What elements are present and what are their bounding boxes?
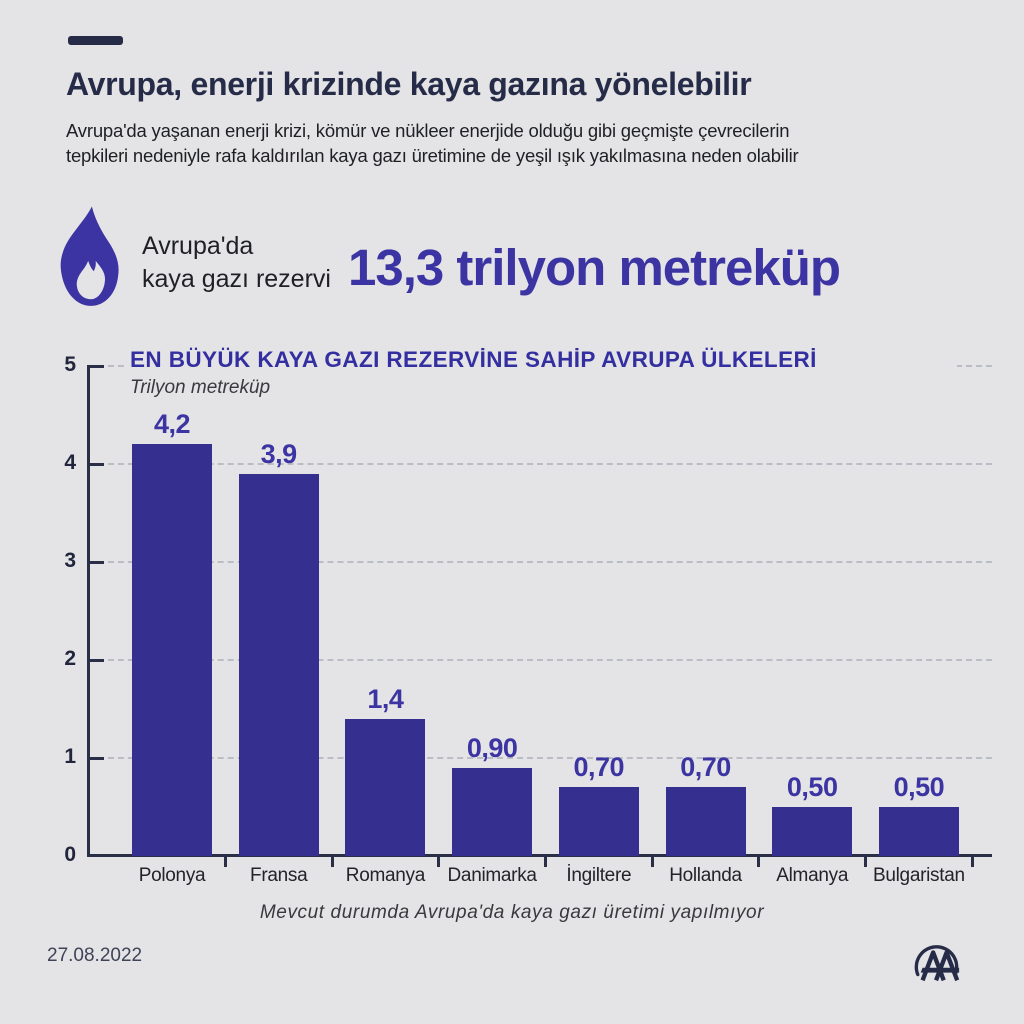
x-axis-tick bbox=[757, 856, 761, 867]
chart-footnote: Mevcut durumda Avrupa'da kaya gazı üreti… bbox=[259, 902, 765, 923]
bar bbox=[452, 768, 533, 856]
y-axis-tick bbox=[88, 365, 104, 368]
x-axis-tick bbox=[970, 856, 974, 867]
y-tick-label: 5 bbox=[64, 353, 76, 376]
y-axis-tick bbox=[88, 561, 104, 564]
accent-bar bbox=[68, 36, 123, 45]
y-axis-tick bbox=[88, 463, 104, 466]
page-subtitle: Avrupa'da yaşanan enerji krizi, kömür ve… bbox=[66, 118, 799, 168]
chart-title: EN BÜYÜK KAYA GAZI REZERVİNE SAHİP AVRUP… bbox=[126, 344, 957, 376]
category-label: Romanya bbox=[345, 865, 426, 886]
y-tick-label: 1 bbox=[64, 745, 76, 768]
gridline bbox=[88, 757, 992, 759]
bar-value-label: 0,70 bbox=[680, 752, 731, 782]
category-label: Bulgaristan bbox=[873, 865, 965, 886]
bar bbox=[558, 787, 639, 856]
highlight-label-line1: Avrupa'da bbox=[142, 232, 254, 260]
y-tick-label: 3 bbox=[64, 549, 76, 572]
category-label: İngiltere bbox=[566, 865, 632, 886]
bar-value-label: 0,50 bbox=[893, 772, 945, 802]
bar-value-label: 0,70 bbox=[573, 752, 625, 782]
bar-value-label: 0,50 bbox=[786, 772, 838, 802]
x-axis-line bbox=[87, 854, 992, 857]
bar-value-label: 3,9 bbox=[260, 439, 298, 469]
x-axis-tick bbox=[330, 856, 334, 867]
bar-value-label: 4,2 bbox=[153, 409, 191, 439]
category-label: Danimarka bbox=[447, 865, 537, 886]
x-axis-tick bbox=[437, 856, 441, 867]
category-label: Hollanda bbox=[669, 865, 742, 886]
bar bbox=[665, 787, 746, 856]
highlight-value: 13,3 trilyon metreküp bbox=[348, 239, 841, 296]
page-subtitle-line2: tepkileri nedeniyle rafa kaldırılan kaya… bbox=[66, 145, 799, 166]
aa-logo bbox=[908, 938, 966, 993]
y-tick-label: 4 bbox=[64, 451, 76, 474]
gridline bbox=[88, 561, 992, 563]
y-tick-label: 0 bbox=[64, 843, 76, 866]
category-label: Fransa bbox=[250, 865, 308, 886]
gridline bbox=[88, 659, 992, 661]
bar-value-label: 1,4 bbox=[367, 684, 404, 714]
bar-value-label: 0,90 bbox=[466, 733, 518, 763]
category-label: Almanya bbox=[776, 865, 849, 886]
page-subtitle-line1: Avrupa'da yaşanan enerji krizi, kömür ve… bbox=[66, 120, 790, 141]
x-axis-tick bbox=[543, 856, 547, 867]
highlight-label: Avrupa'da kaya gazı rezervi bbox=[142, 230, 331, 296]
bar bbox=[238, 474, 319, 856]
page-title: Avrupa, enerji krizinde kaya gazına yöne… bbox=[66, 66, 752, 102]
y-axis-tick bbox=[88, 757, 104, 760]
x-axis-tick bbox=[650, 856, 654, 867]
highlight-label-line2: kaya gazı rezervi bbox=[142, 265, 331, 293]
y-axis-tick bbox=[88, 659, 104, 662]
x-axis-tick bbox=[223, 856, 227, 867]
date-label: 27.08.2022 bbox=[47, 945, 143, 966]
gridline bbox=[88, 463, 992, 465]
y-tick-label: 2 bbox=[64, 647, 76, 670]
bar bbox=[345, 719, 426, 856]
flame-icon bbox=[60, 204, 120, 317]
bar bbox=[132, 444, 212, 856]
y-axis-line bbox=[87, 365, 90, 857]
chart-unit-label: Trilyon metreküp bbox=[130, 377, 271, 398]
x-axis-tick bbox=[864, 856, 868, 867]
bar bbox=[772, 807, 853, 856]
category-label: Polonya bbox=[138, 865, 206, 886]
bar bbox=[878, 807, 959, 856]
